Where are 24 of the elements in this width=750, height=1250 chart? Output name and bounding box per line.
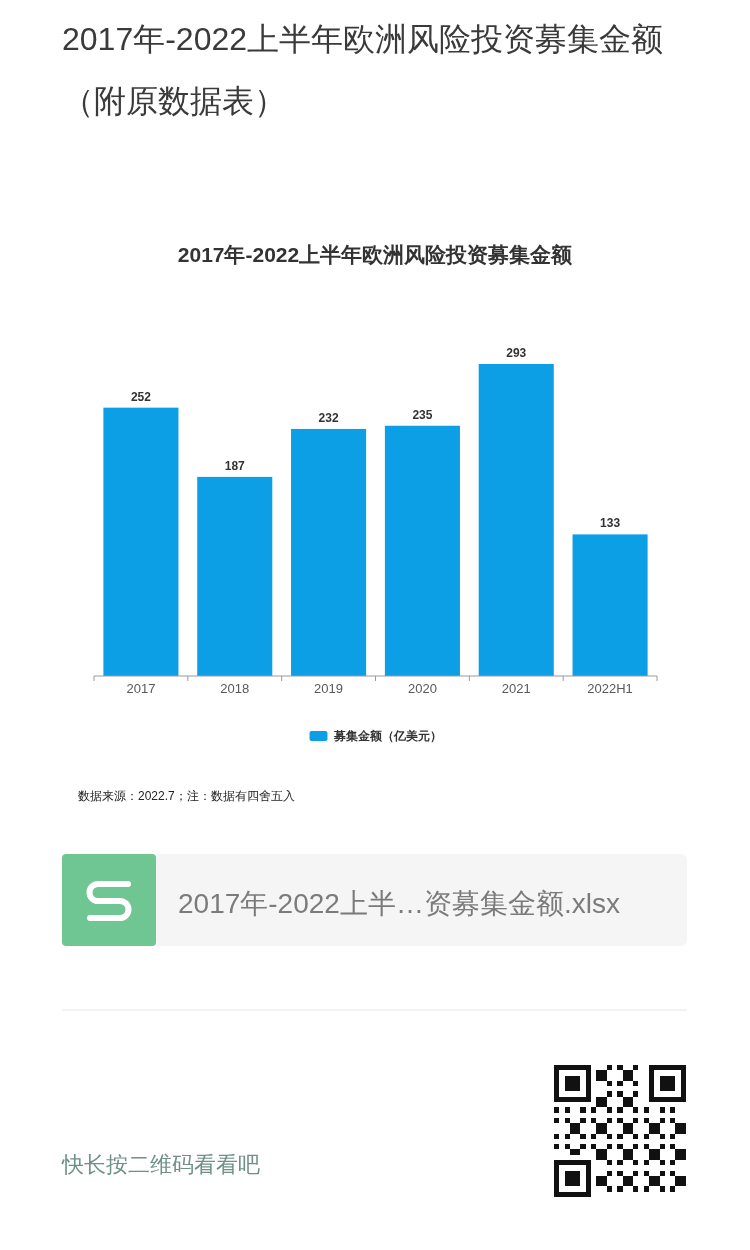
data-label: 133 [600,516,621,531]
bar [103,407,179,676]
data-label: 293 [506,346,527,360]
x-tick-label: 2018 [220,681,250,696]
source-note: 数据来源：2022.7；注：数据有四舍五入 [78,789,295,803]
x-tick-label: 2020 [407,681,437,696]
bar [197,476,273,676]
text: 快长按二维码看看吧 [61,1152,260,1177]
x-tick-label: 2017 [126,681,156,696]
data-label: 235 [412,407,433,422]
bar [384,425,460,676]
x-tick-label: 2021 [501,681,531,696]
x-tick-label: 2019 [314,681,344,696]
data-label: 187 [224,458,246,473]
text: 2017年-2022上半…资募集金额.xlsx [178,888,620,919]
bar [478,364,554,676]
text: 2017年-2022上半年欧洲风险投资募集金额（附原数据表） [62,21,664,119]
legend-label: 募集金额（亿美元） [332,729,442,743]
data-label: 252 [130,389,152,404]
x-tick-label: 2022H1 [587,681,633,696]
bar [572,534,648,676]
data-label: 232 [318,410,339,425]
chart-title: 2017年-2022上半年欧洲风险投资募集金额 [177,243,574,266]
bar [291,428,367,676]
